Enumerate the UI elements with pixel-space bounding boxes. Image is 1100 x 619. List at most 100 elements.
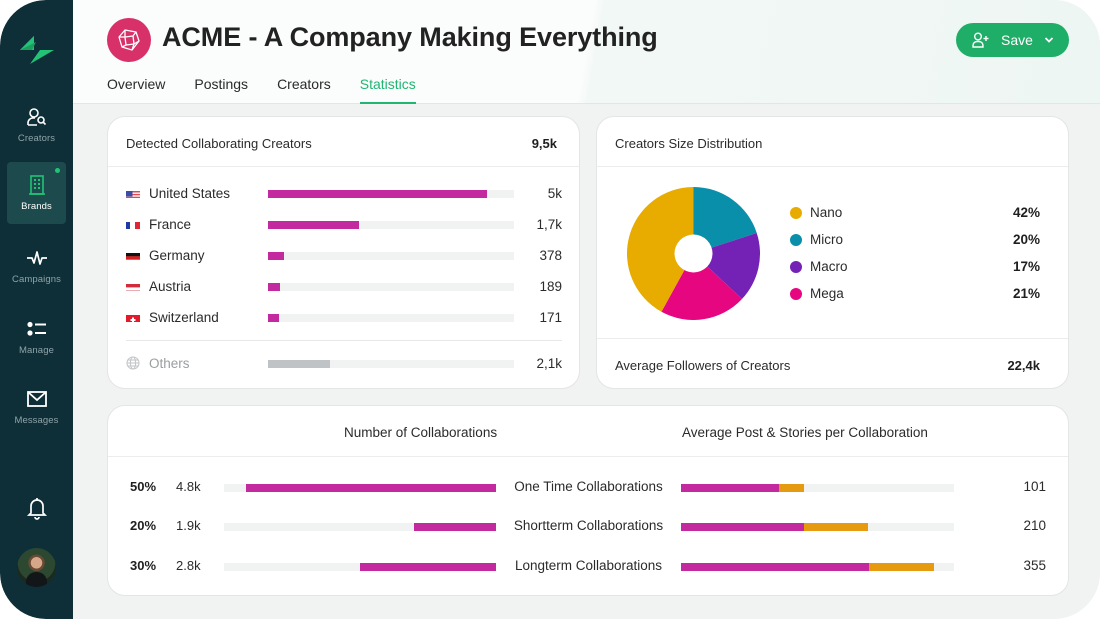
donut-chart xyxy=(627,187,760,320)
pie-slice-mega xyxy=(661,253,742,320)
brand-logo xyxy=(107,18,151,62)
collaboration-count-bar xyxy=(224,523,496,531)
de-flag-icon xyxy=(126,250,140,260)
sidebar-item-label: Creators xyxy=(17,133,56,144)
tab-overview[interactable]: Overview xyxy=(107,76,166,92)
legend-value: 17% xyxy=(1012,259,1040,274)
country-value: 1,7k xyxy=(536,217,562,232)
bell-icon[interactable] xyxy=(26,496,48,520)
user-plus-icon xyxy=(972,32,989,48)
legend-label: Mega xyxy=(810,286,844,301)
country-name: Austria xyxy=(149,279,192,294)
user-avatar[interactable] xyxy=(17,548,56,587)
country-row: Switzerland 171 xyxy=(126,308,562,328)
country-bar xyxy=(268,314,514,322)
sidebar-item-messages[interactable]: Messages xyxy=(7,376,66,438)
country-name: Others xyxy=(149,356,190,371)
legend-value: 21% xyxy=(1012,286,1040,301)
average-stories-segment xyxy=(803,523,868,531)
sidebar-item-label: Manage xyxy=(19,345,54,356)
collaboration-type: Longterm Collaborations xyxy=(514,558,663,573)
person-search-icon xyxy=(26,106,48,128)
tab-creators[interactable]: Creators xyxy=(277,76,331,92)
country-value: 378 xyxy=(539,248,562,263)
legend-label: Macro xyxy=(810,259,848,274)
collaborating-creators-card: Detected Collaborating Creators 9,5k Uni… xyxy=(107,116,580,389)
number-of-collaborations-title: Number of Collaborations xyxy=(344,425,498,440)
chevron-down-icon[interactable] xyxy=(1044,35,1054,45)
country-bar xyxy=(268,283,514,291)
average-value: 101 xyxy=(1023,479,1046,494)
size-distribution-card: Creators Size Distribution Nano 42% Micr… xyxy=(596,116,1069,389)
legend-swatch xyxy=(790,207,802,219)
average-posts-bar xyxy=(681,484,954,492)
sidebar-item-campaigns[interactable]: Campaigns xyxy=(7,235,66,297)
country-name: Germany xyxy=(149,248,205,263)
legend-value: 20% xyxy=(1012,232,1040,247)
card-title: Detected Collaborating Creators xyxy=(126,136,312,151)
country-row: United States 5k xyxy=(126,184,562,204)
tab-statistics[interactable]: Statistics xyxy=(359,76,416,104)
average-followers-label: Average Followers of Creators xyxy=(615,358,791,373)
card-header: Number of Collaborations Average Post & … xyxy=(108,406,1068,457)
average-followers-value: 22,4k xyxy=(1007,358,1040,373)
country-row: France 1,7k xyxy=(126,215,562,235)
divider xyxy=(126,340,562,341)
legend-swatch xyxy=(790,234,802,246)
average-posts-bar xyxy=(681,563,954,571)
at-flag-icon xyxy=(126,281,140,291)
average-stories-segment xyxy=(779,484,804,492)
sidebar-item-brands[interactable]: Brands xyxy=(7,162,66,224)
globe-icon xyxy=(126,356,140,370)
average-posts-title: Average Post & Stories per Collaboration xyxy=(682,425,928,440)
collaboration-count-bar-fill xyxy=(414,523,496,531)
country-name: United States xyxy=(149,186,231,201)
collaboration-row: 50% 4.8k One Time Collaborations 101 xyxy=(108,477,1068,497)
diamond-logo-icon[interactable] xyxy=(20,36,54,64)
collaboration-percent: 20% xyxy=(130,518,157,533)
collaboration-count-bar-fill xyxy=(245,484,496,492)
card-header: Creators Size Distribution xyxy=(597,117,1068,167)
country-bar-fill xyxy=(268,283,280,291)
country-value: 2,1k xyxy=(536,356,562,371)
country-value: 5k xyxy=(547,186,562,201)
average-posts-bar xyxy=(681,523,954,531)
country-bar xyxy=(268,252,514,260)
collaboration-row: 30% 2.8k Longterm Collaborations 355 xyxy=(108,556,1068,576)
average-value: 210 xyxy=(1023,518,1046,533)
sidebar-item-creators[interactable]: Creators xyxy=(7,94,66,156)
country-bar xyxy=(268,360,514,368)
country-row-others: Others 2,1k xyxy=(126,354,562,374)
collaborations-card: Number of Collaborations Average Post & … xyxy=(107,405,1069,596)
page-header: ACME - A Company Making Everything Overv… xyxy=(73,0,1100,104)
collaboration-percent: 50% xyxy=(130,479,157,494)
legend-item: Mega 21% xyxy=(790,284,1040,304)
country-bar xyxy=(268,221,514,229)
country-value: 189 xyxy=(539,279,562,294)
save-button[interactable]: Save xyxy=(956,23,1069,57)
tab-postings[interactable]: Postings xyxy=(194,76,249,92)
legend-swatch xyxy=(790,288,802,300)
sidebar-item-manage[interactable]: Manage xyxy=(7,306,66,368)
country-bar-fill xyxy=(268,314,280,322)
polyhedron-icon xyxy=(118,29,140,51)
average-posts-segment xyxy=(681,563,870,571)
collaboration-count: 4.8k xyxy=(176,479,201,494)
pulse-icon xyxy=(26,247,48,269)
legend-swatch xyxy=(790,261,802,273)
building-icon xyxy=(26,174,48,196)
average-posts-segment xyxy=(681,523,804,531)
sidebar: Creators Brands xyxy=(0,0,73,619)
legend-item: Nano 42% xyxy=(790,203,1040,223)
legend-label: Nano xyxy=(810,205,843,220)
collaboration-type: Shortterm Collaborations xyxy=(513,518,664,533)
notification-dot xyxy=(55,168,60,173)
legend-label: Micro xyxy=(810,232,843,247)
collaboration-count: 1.9k xyxy=(176,518,201,533)
collaboration-percent: 30% xyxy=(130,558,157,573)
country-value: 171 xyxy=(539,310,562,325)
collaboration-count-bar-fill xyxy=(360,563,496,571)
collaboration-type: One Time Collaborations xyxy=(514,479,663,494)
ch-flag-icon xyxy=(126,312,140,322)
